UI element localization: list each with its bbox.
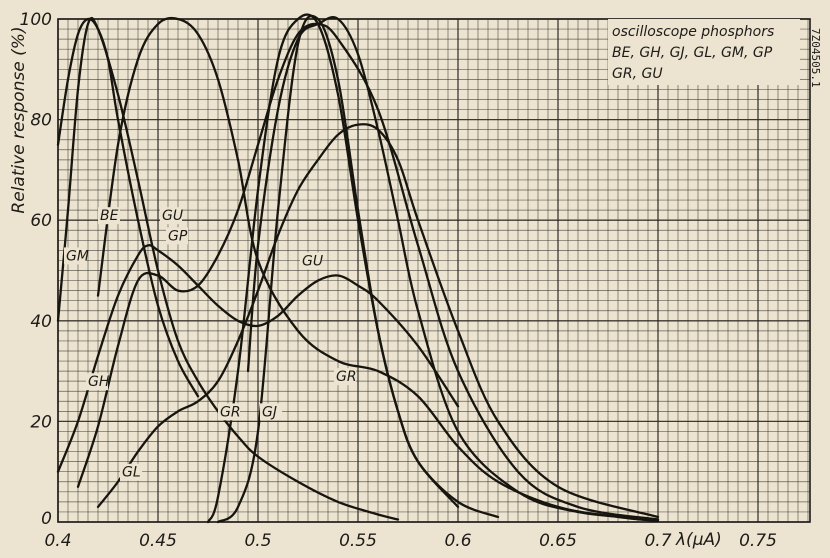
curve-label-background xyxy=(334,368,356,386)
series-gp-line xyxy=(56,244,460,473)
series-gj-line xyxy=(216,14,460,524)
curve-label-background xyxy=(300,252,322,270)
series-gu-line xyxy=(96,16,660,523)
x-axis-label: λ(μA) xyxy=(675,530,722,550)
series-gm-line xyxy=(56,16,400,521)
curve-label-be: BE xyxy=(100,208,119,224)
legend-line-1: oscilloscope phosphors xyxy=(612,24,774,40)
series-gh-line xyxy=(76,22,660,521)
y-tick-label: 60 xyxy=(30,211,52,231)
figure-code: 7Z04505.1 xyxy=(809,28,822,88)
curve-label-gu: GU xyxy=(162,208,183,224)
y-tick-label: 40 xyxy=(30,312,52,332)
plot-frame xyxy=(57,18,811,523)
legend: oscilloscope phosphors BE, GH, GJ, GL, G… xyxy=(608,19,800,85)
curve-label-background xyxy=(64,247,86,265)
x-tick-label: 0.55 xyxy=(339,531,377,551)
curve-label-background xyxy=(260,403,282,421)
legend-line-3: GR, GU xyxy=(612,66,663,82)
y-tick-label: 20 xyxy=(30,412,52,432)
curves xyxy=(56,13,660,524)
curve-label-gl: GL xyxy=(122,465,141,481)
curve-label-background xyxy=(98,207,120,225)
legend-background xyxy=(608,19,800,85)
curve-label-background xyxy=(86,373,108,391)
x-tick-label: 0.75 xyxy=(739,531,777,551)
curve-label-gm: GM xyxy=(66,248,89,264)
y-tick-label: 100 xyxy=(20,10,52,30)
series-be-line xyxy=(56,17,200,398)
x-tick-label: 0.45 xyxy=(139,531,177,551)
series-gl-line xyxy=(96,123,660,519)
x-tick-label: 0.4 xyxy=(44,531,71,551)
series-gu-line xyxy=(246,16,660,521)
curve-label-gj: GJ xyxy=(262,404,277,420)
curve-label-background xyxy=(160,207,182,225)
y-tick-label: 80 xyxy=(30,111,52,131)
y-axis-label: Relative response (%) xyxy=(9,26,29,213)
curve-label-gp: GP xyxy=(168,228,188,244)
y-tick-label: 0 xyxy=(41,509,52,529)
curve-label-gu: GU xyxy=(302,253,323,269)
grid xyxy=(57,18,810,523)
legend-line-2: BE, GH, GJ, GL, GM, GP xyxy=(612,45,773,61)
curve-label-gr: GR xyxy=(220,404,241,420)
plot-border xyxy=(57,18,811,523)
curve-label-gh: GH xyxy=(88,374,110,390)
x-tick-label: 0.6 xyxy=(444,531,471,551)
x-tick-label: 0.5 xyxy=(244,531,271,551)
x-tick-labels: 0.4 0.45 0.5 0.55 0.6 0.65 0.7 0.75 xyxy=(44,531,776,551)
curve-labels: BE GU GP GM GU GH GR GR GJ GL xyxy=(64,207,357,481)
x-tick-label: 0.65 xyxy=(539,531,577,551)
y-tick-labels: 0 20 40 60 80 100 xyxy=(20,10,52,529)
series-gr-line xyxy=(206,13,500,524)
curve-label-background xyxy=(166,227,188,245)
curve-label-gr: GR xyxy=(336,369,357,385)
curve-label-background xyxy=(120,463,142,481)
x-tick-label: 0.7 xyxy=(644,531,671,551)
curve-label-background xyxy=(218,403,240,421)
